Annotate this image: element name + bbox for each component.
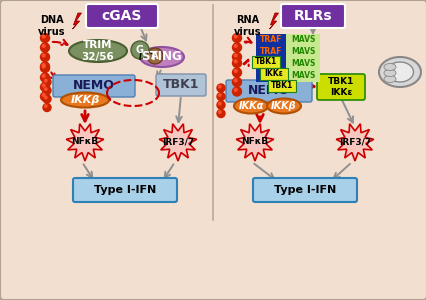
Text: G: G: [136, 45, 144, 55]
Circle shape: [232, 43, 241, 52]
FancyBboxPatch shape: [285, 70, 319, 82]
Text: STING: STING: [141, 50, 182, 64]
Text: NEMO: NEMO: [73, 80, 115, 92]
Circle shape: [232, 34, 241, 43]
Polygon shape: [269, 13, 278, 29]
Circle shape: [42, 84, 45, 87]
Text: A: A: [151, 51, 158, 61]
Text: DNA
virus: DNA virus: [38, 15, 66, 37]
Circle shape: [232, 87, 241, 96]
Circle shape: [42, 35, 45, 38]
Circle shape: [40, 64, 49, 73]
Text: RNA
virus: RNA virus: [234, 15, 261, 37]
Circle shape: [42, 44, 45, 47]
Circle shape: [42, 94, 45, 96]
Text: TRAF: TRAF: [259, 59, 282, 68]
Text: TRIM
32/56: TRIM 32/56: [81, 40, 114, 62]
Circle shape: [44, 88, 47, 90]
Text: TRAF: TRAF: [259, 47, 282, 56]
Ellipse shape: [386, 62, 412, 82]
Text: TBK1: TBK1: [162, 79, 199, 92]
Ellipse shape: [383, 64, 395, 70]
Circle shape: [218, 85, 221, 88]
Ellipse shape: [383, 70, 395, 76]
Circle shape: [234, 88, 236, 92]
Text: IRF3/7: IRF3/7: [161, 137, 194, 146]
Text: NFκB: NFκB: [71, 137, 98, 146]
Circle shape: [40, 43, 49, 52]
Polygon shape: [66, 124, 104, 161]
Circle shape: [40, 73, 49, 82]
Polygon shape: [335, 124, 373, 161]
Text: IKKα: IKKα: [238, 101, 263, 111]
Circle shape: [216, 84, 225, 92]
Circle shape: [43, 78, 51, 86]
Circle shape: [40, 52, 49, 62]
Circle shape: [40, 82, 49, 91]
Text: IKKε: IKKε: [264, 70, 283, 79]
Text: IKKβ: IKKβ: [70, 95, 99, 105]
Text: RLRs: RLRs: [293, 9, 331, 23]
Text: Type I-IFN: Type I-IFN: [94, 185, 156, 195]
Ellipse shape: [233, 98, 268, 113]
Circle shape: [40, 34, 49, 43]
Circle shape: [218, 94, 221, 96]
FancyBboxPatch shape: [256, 46, 285, 58]
FancyBboxPatch shape: [155, 74, 205, 96]
Polygon shape: [159, 124, 196, 161]
Text: MAVS: MAVS: [290, 47, 314, 56]
FancyBboxPatch shape: [285, 34, 319, 46]
Circle shape: [43, 95, 51, 103]
Ellipse shape: [61, 92, 109, 107]
FancyBboxPatch shape: [86, 4, 158, 28]
FancyBboxPatch shape: [53, 75, 135, 97]
FancyBboxPatch shape: [225, 80, 311, 102]
FancyBboxPatch shape: [256, 58, 285, 70]
Circle shape: [42, 64, 45, 66]
Circle shape: [234, 70, 236, 72]
Circle shape: [131, 41, 149, 59]
Circle shape: [234, 35, 236, 38]
Circle shape: [43, 86, 51, 94]
FancyBboxPatch shape: [256, 34, 285, 46]
Text: IKKβ: IKKβ: [271, 101, 296, 111]
Circle shape: [234, 60, 236, 63]
Circle shape: [44, 96, 47, 99]
Text: Type I-IFN: Type I-IFN: [273, 185, 335, 195]
Circle shape: [232, 68, 241, 77]
Ellipse shape: [69, 40, 127, 62]
Circle shape: [216, 110, 225, 118]
Circle shape: [43, 103, 51, 112]
FancyBboxPatch shape: [251, 56, 279, 68]
FancyBboxPatch shape: [316, 74, 364, 100]
Ellipse shape: [140, 47, 184, 67]
Circle shape: [216, 92, 225, 101]
Circle shape: [44, 105, 47, 107]
Circle shape: [147, 48, 163, 64]
Circle shape: [40, 62, 49, 71]
FancyBboxPatch shape: [280, 4, 344, 28]
Circle shape: [42, 65, 45, 68]
Circle shape: [232, 77, 241, 86]
Text: TBK1: TBK1: [270, 82, 292, 91]
Text: TBK1
IKKε: TBK1 IKKε: [327, 77, 353, 97]
Circle shape: [234, 44, 236, 47]
Circle shape: [234, 54, 236, 57]
Circle shape: [42, 74, 45, 77]
Circle shape: [42, 54, 45, 57]
Text: IRF3/7: IRF3/7: [338, 137, 370, 146]
Circle shape: [232, 52, 241, 62]
Text: MAVS: MAVS: [290, 71, 314, 80]
Text: TBK1: TBK1: [254, 58, 276, 67]
Polygon shape: [236, 124, 273, 161]
Text: NFκB: NFκB: [241, 137, 268, 146]
Text: MAVS: MAVS: [290, 59, 314, 68]
Circle shape: [234, 79, 236, 82]
Circle shape: [40, 92, 49, 101]
FancyBboxPatch shape: [285, 46, 319, 58]
Circle shape: [44, 79, 47, 82]
FancyBboxPatch shape: [285, 58, 319, 70]
Circle shape: [218, 111, 221, 113]
FancyBboxPatch shape: [268, 80, 295, 92]
